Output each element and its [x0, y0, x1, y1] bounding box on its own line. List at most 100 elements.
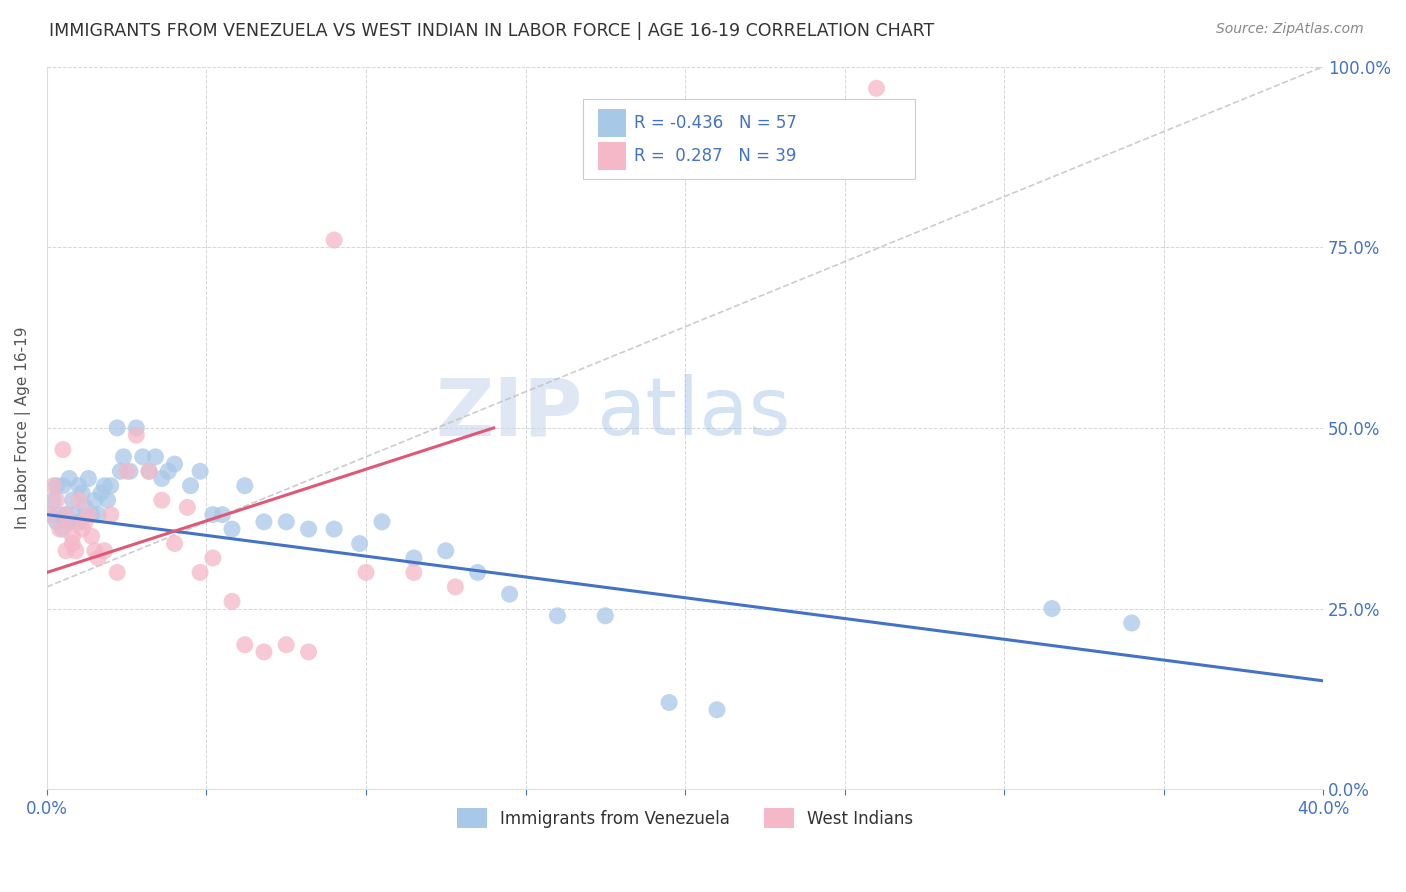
Point — [371, 515, 394, 529]
Point — [402, 566, 425, 580]
Point — [1040, 601, 1063, 615]
Bar — [599, 143, 626, 170]
Text: R =  0.287   N = 39: R = 0.287 N = 39 — [634, 147, 796, 165]
Point — [467, 566, 489, 580]
Point — [188, 566, 211, 580]
Point — [253, 515, 276, 529]
Point — [180, 479, 202, 493]
Point — [297, 645, 319, 659]
Point — [131, 450, 153, 464]
Point — [55, 508, 77, 522]
Point — [233, 479, 256, 493]
Point — [1121, 615, 1143, 630]
Point — [58, 471, 80, 485]
Point — [233, 638, 256, 652]
Point — [150, 493, 173, 508]
Point — [45, 493, 67, 508]
Point — [176, 500, 198, 515]
Point — [97, 493, 120, 508]
Point — [253, 645, 276, 659]
Point — [112, 450, 135, 464]
Point — [42, 479, 65, 493]
Text: IMMIGRANTS FROM VENEZUELA VS WEST INDIAN IN LABOR FORCE | AGE 16-19 CORRELATION : IMMIGRANTS FROM VENEZUELA VS WEST INDIAN… — [49, 22, 935, 40]
Point — [323, 522, 346, 536]
Point — [80, 508, 103, 522]
Point — [498, 587, 520, 601]
Point — [349, 536, 371, 550]
Point — [77, 508, 100, 522]
Point — [221, 522, 243, 536]
FancyBboxPatch shape — [583, 99, 915, 178]
Point — [75, 500, 97, 515]
Y-axis label: In Labor Force | Age 16-19: In Labor Force | Age 16-19 — [15, 326, 31, 529]
Point — [83, 493, 105, 508]
Point — [67, 493, 90, 508]
Point — [65, 543, 87, 558]
Point — [157, 464, 180, 478]
Point — [39, 508, 62, 522]
Bar — [599, 109, 626, 136]
Point — [93, 543, 115, 558]
Text: ZIP: ZIP — [436, 375, 583, 452]
Point — [658, 696, 681, 710]
Point — [125, 428, 148, 442]
Point — [62, 536, 84, 550]
Point — [323, 233, 346, 247]
Point — [100, 508, 122, 522]
Legend: Immigrants from Venezuela, West Indians: Immigrants from Venezuela, West Indians — [450, 801, 920, 835]
Point — [62, 529, 84, 543]
Point — [163, 457, 186, 471]
Point — [58, 515, 80, 529]
Point — [138, 464, 160, 478]
Point — [58, 515, 80, 529]
Point — [67, 515, 90, 529]
Point — [48, 508, 70, 522]
Point — [145, 450, 167, 464]
Point — [67, 479, 90, 493]
Point — [150, 471, 173, 485]
Point — [865, 81, 887, 95]
Point — [55, 508, 77, 522]
Point — [39, 508, 62, 522]
Point — [70, 522, 93, 536]
Point — [125, 421, 148, 435]
Point — [93, 479, 115, 493]
Point — [276, 515, 298, 529]
Point — [87, 508, 110, 522]
Point — [42, 493, 65, 508]
Text: R = -0.436   N = 57: R = -0.436 N = 57 — [634, 114, 797, 132]
Point — [444, 580, 467, 594]
Point — [188, 464, 211, 478]
Point — [163, 536, 186, 550]
Point — [201, 551, 224, 566]
Point — [77, 471, 100, 485]
Point — [546, 608, 568, 623]
Point — [52, 442, 75, 457]
Text: Source: ZipAtlas.com: Source: ZipAtlas.com — [1216, 22, 1364, 37]
Point — [70, 486, 93, 500]
Point — [354, 566, 377, 580]
Point — [115, 464, 138, 478]
Point — [276, 638, 298, 652]
Point — [105, 566, 128, 580]
Point — [595, 608, 617, 623]
Point — [402, 551, 425, 566]
Point — [118, 464, 141, 478]
Point — [434, 543, 457, 558]
Text: atlas: atlas — [596, 375, 790, 452]
Point — [83, 543, 105, 558]
Point — [55, 543, 77, 558]
Point — [138, 464, 160, 478]
Point — [87, 551, 110, 566]
Point — [90, 486, 112, 500]
Point — [100, 479, 122, 493]
Point — [45, 515, 67, 529]
Point — [75, 515, 97, 529]
Point — [52, 479, 75, 493]
Point — [706, 703, 728, 717]
Point — [211, 508, 233, 522]
Point — [201, 508, 224, 522]
Point — [45, 479, 67, 493]
Point — [65, 508, 87, 522]
Point — [52, 522, 75, 536]
